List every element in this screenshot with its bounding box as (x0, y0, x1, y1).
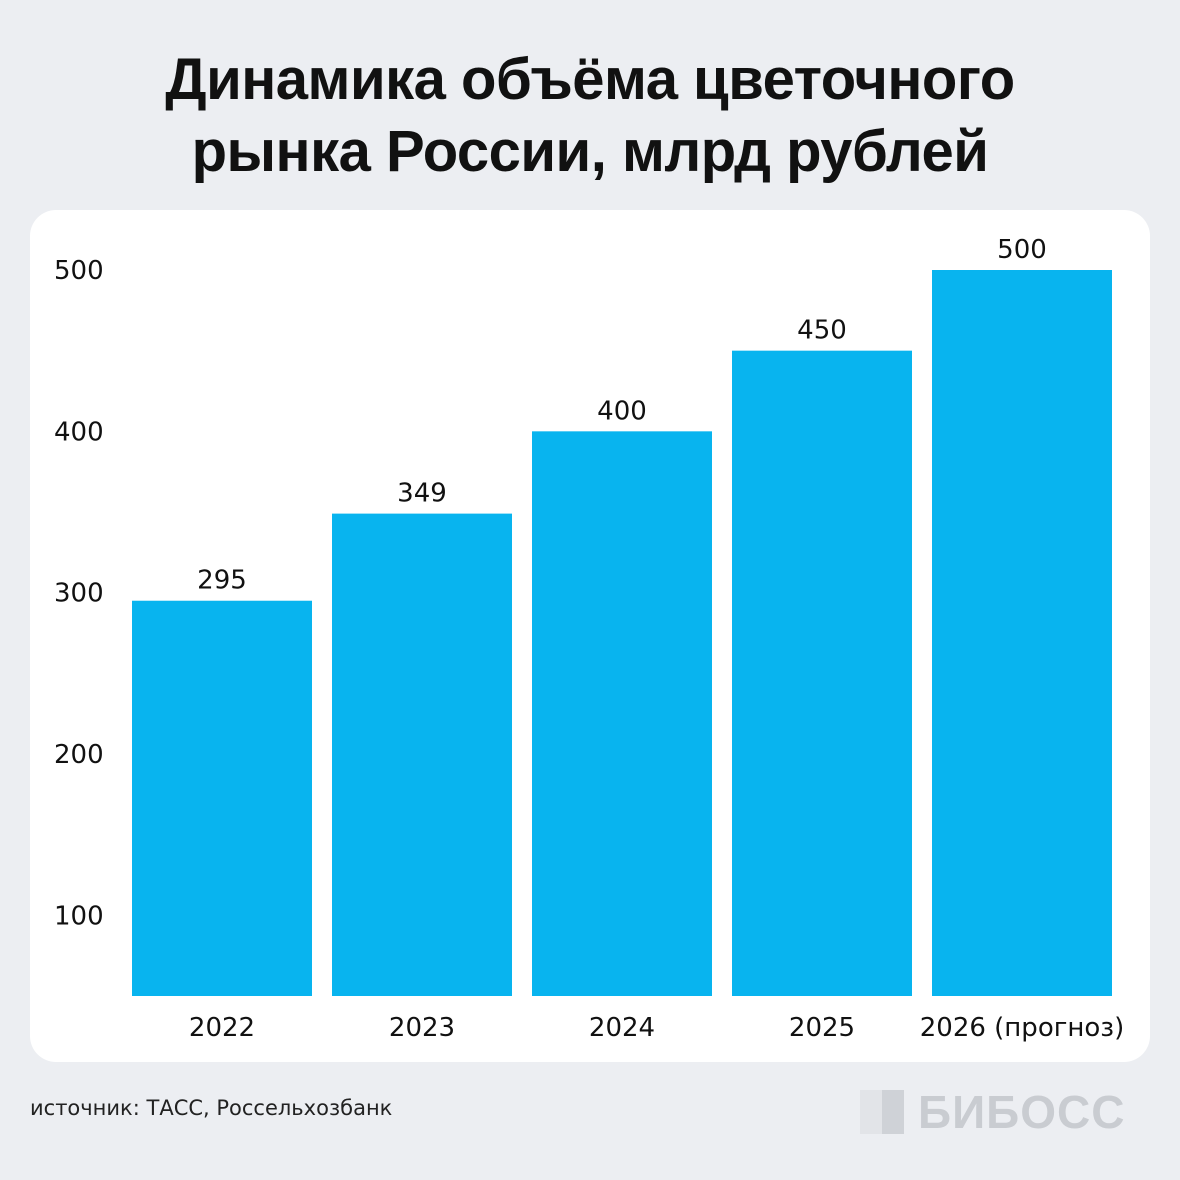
x-tick-label-3: 2025 (789, 1013, 855, 1043)
chart-title: Динамика объёма цветочного рынка России,… (0, 44, 1180, 188)
brand-mark-icon (860, 1090, 904, 1134)
x-tick-label-2: 2024 (589, 1013, 655, 1043)
x-tick-label-0: 2022 (189, 1013, 255, 1043)
y-tick-label-500: 500 (54, 256, 104, 286)
y-tick-label-200: 200 (54, 740, 104, 770)
data-label-2022: 295 (197, 566, 247, 596)
chart-title-line-1: Динамика объёма цветочного (165, 47, 1015, 112)
y-tick-label-400: 400 (54, 417, 104, 447)
data-label-2025: 450 (797, 316, 847, 346)
y-tick-label-300: 300 (54, 579, 104, 609)
data-label-2023: 349 (397, 479, 447, 509)
brand-name: БИБОСС (918, 1086, 1126, 1138)
data-label-2026 (прогноз): 500 (997, 235, 1047, 265)
x-tick-label-1: 2023 (389, 1013, 455, 1043)
bar-2025 (732, 350, 912, 997)
source-note: источник: ТАСС, Россельхозбанк (30, 1096, 393, 1120)
x-tick-label-4: 2026 (прогноз) (920, 1013, 1125, 1043)
bar-2022 (132, 600, 312, 996)
brand-logo: БИБОСС (860, 1086, 1150, 1138)
chart-title-line-2: рынка России, млрд рублей (191, 119, 989, 184)
bar-2023 (332, 513, 512, 996)
data-label-2024: 400 (597, 396, 647, 426)
bar-2026 (прогноз) (932, 270, 1112, 996)
bar-2024 (532, 431, 712, 996)
y-tick-label-100: 100 (54, 901, 104, 931)
